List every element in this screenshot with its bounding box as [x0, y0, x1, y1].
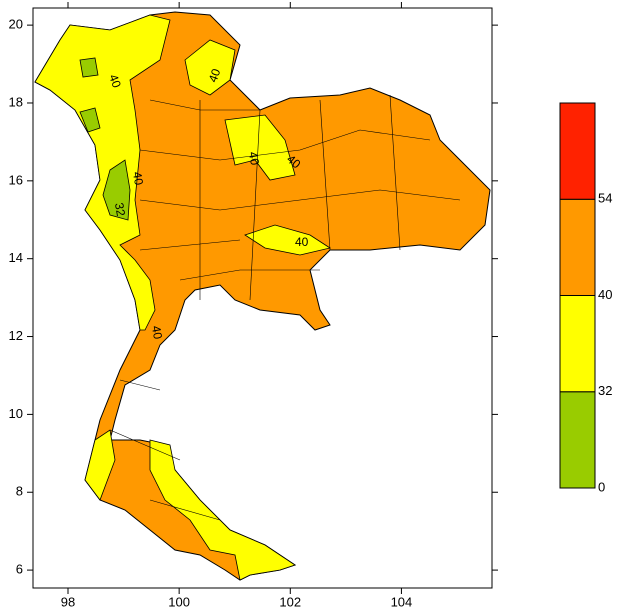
- y-tick-label: 8: [16, 484, 23, 499]
- contour-label: 40: [106, 72, 124, 90]
- contour-label: 40: [295, 235, 309, 249]
- y-tick-label: 20: [9, 17, 23, 32]
- region-green: [102, 159, 131, 221]
- y-tick-label: 6: [16, 562, 23, 577]
- region-orange: [34, 11, 491, 581]
- province-borders: [109, 94, 461, 521]
- contour-label: 40: [149, 325, 165, 341]
- y-tick-label: 10: [9, 406, 23, 421]
- colorbar-box: [559, 295, 596, 393]
- region-green: [79, 107, 101, 133]
- y-tick-label: 16: [9, 172, 23, 187]
- region-yellow-southwest: [84, 429, 116, 501]
- colorbar-label: 0: [598, 479, 605, 494]
- region-yellow-north: [184, 39, 236, 96]
- region-yellow-east: [224, 114, 296, 181]
- region-yellow-south: [149, 439, 296, 581]
- y-tick-label: 12: [9, 328, 23, 343]
- region-green: [79, 57, 99, 78]
- x-tick-label: 98: [61, 594, 75, 609]
- x-tick-label: 102: [279, 594, 301, 609]
- contour-label: 40: [130, 171, 146, 187]
- contour-label: 40: [206, 66, 224, 84]
- land: [34, 11, 491, 581]
- x-tick-label: 100: [168, 594, 190, 609]
- contour-label: 32: [112, 202, 128, 218]
- colorbar-label: 40: [598, 287, 612, 302]
- colorbar-box: [559, 391, 596, 489]
- y-tick-label: 18: [9, 94, 23, 109]
- x-tick-label: 104: [391, 594, 413, 609]
- contour-label: 40: [246, 151, 262, 167]
- region-yellow-west: [34, 14, 171, 331]
- colorbar-label: 32: [598, 383, 612, 398]
- y-tick-label: 14: [9, 250, 23, 265]
- map-frame: [32, 7, 493, 589]
- colorbar-box: [559, 102, 596, 200]
- colorbar-label: 54: [598, 191, 612, 206]
- colorbar-box: [559, 198, 596, 296]
